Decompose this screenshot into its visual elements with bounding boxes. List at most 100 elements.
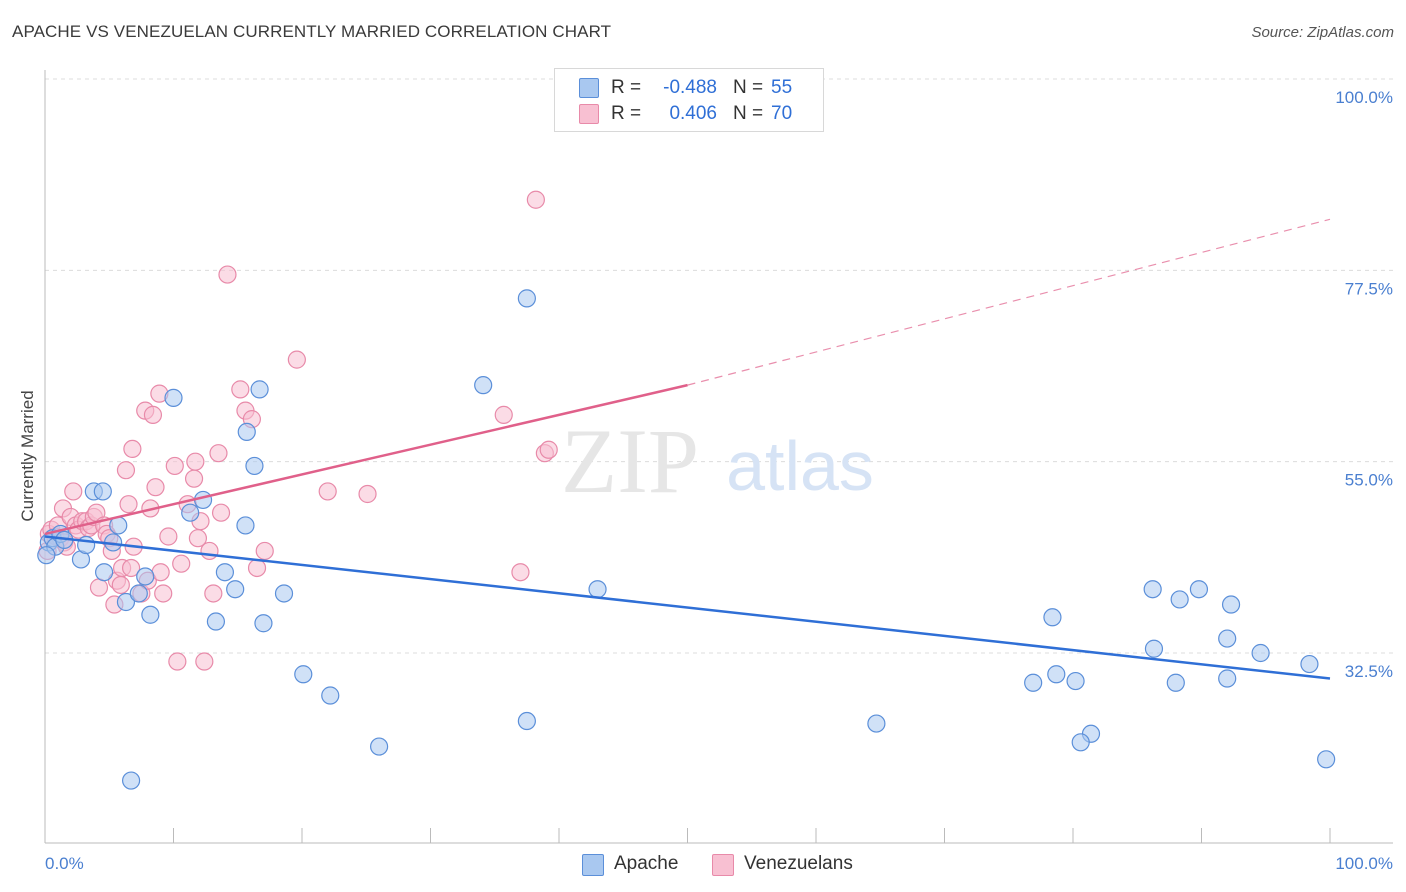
apache-swatch — [579, 78, 599, 98]
apache-point-30 — [321, 686, 340, 705]
venezuelans-point-44 — [186, 452, 205, 471]
venezuelans-n-label: N = — [733, 103, 764, 124]
apache-n-label: N = — [733, 77, 764, 98]
grid-lines — [45, 78, 1393, 654]
apache-point-31 — [370, 737, 389, 756]
venezuelans-point-50 — [209, 444, 228, 463]
venezuelans-point-69 — [151, 563, 170, 582]
apache-point-50 — [1218, 669, 1237, 688]
venezuelans-point-49 — [204, 584, 223, 603]
watermark-atlas: atlas — [726, 427, 874, 505]
apache-point-21 — [215, 563, 234, 582]
venezuelans-legend-label: Venezuelans — [744, 853, 853, 874]
venezuelans-point-57 — [287, 350, 306, 369]
venezuelans-trend-line-extension — [687, 218, 1331, 386]
apache-point-13 — [121, 771, 141, 790]
y-tick-label-3: 100.0% — [1335, 88, 1393, 107]
apache-point-54 — [37, 546, 56, 565]
x-tick-label-0: 0.0% — [45, 854, 84, 873]
apache-n-value: 55 — [771, 77, 793, 98]
apache-point-28 — [274, 584, 294, 603]
apache-point-6 — [77, 535, 96, 555]
venezuelans-swatch — [579, 104, 599, 124]
venezuelans-point-56 — [255, 541, 274, 561]
venezuelans-point-58 — [318, 482, 337, 501]
venezuelans-point-66 — [188, 529, 208, 548]
apache-point-39 — [1047, 665, 1066, 684]
apache-points — [37, 289, 1336, 790]
apache-point-18 — [181, 503, 200, 522]
apache-point-46 — [1170, 590, 1189, 609]
apache-point-36 — [867, 714, 886, 733]
apache-point-49 — [1221, 595, 1241, 614]
venezuelans-point-62 — [526, 190, 545, 209]
apache-point-22 — [226, 580, 245, 599]
venezuelans-point-45 — [184, 469, 204, 488]
venezuelans-point-42 — [172, 554, 191, 573]
venezuelans-legend-swatch — [712, 854, 734, 876]
apache-point-34 — [517, 711, 536, 731]
apache-point-23 — [237, 422, 256, 442]
apache-point-48 — [1218, 629, 1237, 648]
chart-title: APACHE VS VENEZUELAN CURRENTLY MARRIED C… — [12, 22, 612, 41]
apache-point-38 — [1043, 608, 1062, 627]
apache-point-42 — [1071, 733, 1090, 752]
apache-point-32 — [474, 376, 493, 395]
apache-point-35 — [588, 580, 607, 599]
y-tick-label-1: 55.0% — [1345, 471, 1393, 490]
venezuelans-point-38 — [154, 584, 173, 603]
venezuelans-point-51 — [218, 265, 237, 284]
apache-point-52 — [1300, 654, 1319, 674]
venezuelans-point-61 — [511, 563, 530, 582]
venezuelans-r-label: R = — [611, 103, 642, 124]
venezuelans-point-35 — [143, 405, 163, 424]
apache-point-27 — [236, 516, 255, 535]
apache-point-15 — [136, 567, 155, 586]
venezuelans-point-60 — [494, 405, 513, 424]
apache-point-12 — [116, 592, 136, 612]
watermark: ZIP atlas — [561, 410, 874, 512]
y-tick-label-0: 32.5% — [1345, 662, 1393, 681]
apache-point-40 — [1066, 671, 1085, 691]
apache-point-20 — [206, 612, 226, 631]
venezuelans-n-value: 70 — [771, 103, 793, 124]
apache-trend-line — [44, 535, 1331, 680]
apache-point-44 — [1144, 639, 1164, 658]
venezuelans-point-40 — [165, 456, 184, 476]
apache-point-47 — [1189, 580, 1209, 599]
apache-legend-label: Apache — [614, 853, 679, 874]
venezuelans-point-47 — [195, 652, 214, 671]
venezuelans-point-55 — [247, 558, 267, 578]
apache-point-24 — [245, 456, 264, 476]
trend-lines — [44, 218, 1331, 680]
watermark-zip: ZIP — [561, 410, 699, 512]
apache-point-9 — [95, 563, 114, 582]
correlation-legend: R = -0.488 N = 55 R = 0.406 N = 70 — [554, 68, 824, 132]
apache-legend-swatch — [582, 854, 604, 876]
venezuelans-r-value: 0.406 — [669, 103, 717, 124]
venezuelans-point-52 — [231, 380, 250, 399]
venezuelans-point-28 — [121, 558, 141, 578]
y-tick-labels: 32.5% 55.0% 77.5% 100.0% — [1335, 88, 1393, 681]
apache-point-43 — [1143, 580, 1162, 599]
venezuelans-point-26 — [116, 461, 136, 480]
apache-point-53 — [1317, 750, 1336, 769]
apache-point-17 — [164, 388, 183, 407]
apache-point-25 — [250, 380, 269, 399]
apache-point-14 — [129, 584, 148, 603]
venezuelans-point-29 — [123, 439, 142, 459]
venezuelans-point-24 — [111, 575, 130, 595]
apache-point-16 — [141, 605, 160, 624]
apache-point-29 — [294, 665, 313, 684]
venezuelans-point-27 — [119, 495, 138, 514]
apache-r-label: R = — [611, 77, 642, 98]
apache-r-value: -0.488 — [663, 77, 717, 98]
venezuelans-point-18 — [89, 578, 109, 597]
venezuelans-point-9 — [64, 482, 83, 501]
x-tick-label-1: 100.0% — [1335, 854, 1393, 873]
venezuelans-point-39 — [159, 527, 178, 546]
source-label: Source: ZipAtlas.com — [1251, 24, 1394, 41]
apache-point-51 — [1251, 643, 1270, 663]
axes — [44, 70, 1393, 844]
venezuelans-point-67 — [211, 503, 231, 522]
